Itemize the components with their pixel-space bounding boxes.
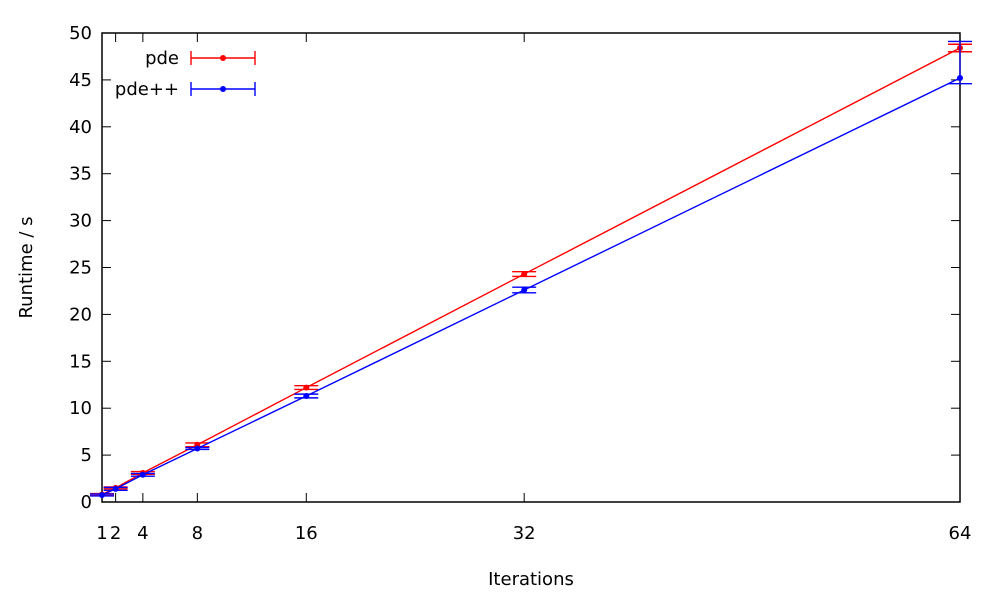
legend-item-pde++: pde++: [115, 79, 256, 100]
y-axis-label: Runtime / s: [16, 216, 37, 318]
plot-frame: [101, 32, 961, 503]
y-tick-label: 35: [69, 164, 92, 185]
legend-marker: [220, 86, 226, 92]
y-tick-label: 50: [69, 23, 92, 44]
x-tick-label: 64: [949, 523, 972, 544]
y-tick-label: 0: [81, 492, 92, 513]
axis-ticks: 0 5 10 15 20 25 30 35 40 45 50 1 2 4 8 16 32 64: [69, 23, 971, 544]
plot-axes: [101, 32, 961, 503]
series-line: [101, 77, 961, 496]
data-point: [194, 445, 201, 452]
legend: pde pde++: [115, 48, 256, 100]
y-tick-label: 30: [69, 211, 92, 232]
x-axis-label: Iterations: [488, 569, 574, 590]
legend-label: pde: [145, 48, 179, 69]
y-tick-label: 5: [81, 445, 92, 466]
data-point: [303, 384, 310, 391]
x-tick-label: 8: [192, 523, 203, 544]
data-point: [99, 491, 105, 498]
y-tick-label: 20: [69, 304, 92, 325]
legend-label: pde++: [115, 79, 179, 100]
y-tick-label: 15: [69, 351, 92, 372]
y-tick-label: 45: [69, 70, 92, 91]
data-point: [112, 485, 119, 492]
data-point: [521, 287, 528, 294]
legend-item-pde: pde: [145, 48, 256, 69]
legend-marker: [220, 55, 226, 61]
data-point: [521, 271, 528, 278]
data-point: [957, 75, 963, 82]
data-point: [303, 393, 310, 400]
y-tick-label: 25: [69, 258, 92, 279]
x-tick-label: 2: [110, 523, 121, 544]
x-tick-label: 32: [513, 523, 536, 544]
series-pde++: [90, 40, 972, 498]
series-layer: [90, 40, 972, 498]
x-tick-label: 4: [137, 523, 148, 544]
y-tick-label: 40: [69, 117, 92, 138]
series-pde: [90, 43, 972, 498]
x-tick-label: 16: [295, 523, 318, 544]
data-point: [139, 471, 146, 478]
x-tick-label: 1: [96, 523, 107, 544]
y-tick-label: 10: [69, 398, 92, 419]
